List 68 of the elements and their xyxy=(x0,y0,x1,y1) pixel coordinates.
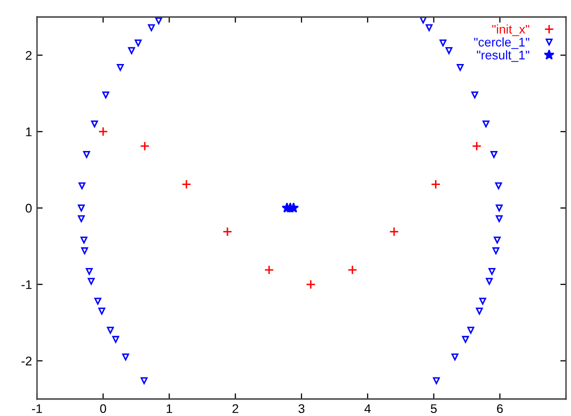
point xyxy=(482,120,490,128)
point xyxy=(440,40,446,46)
point xyxy=(94,298,102,305)
point xyxy=(432,377,440,384)
point xyxy=(494,236,501,244)
point xyxy=(222,226,232,237)
point xyxy=(98,308,106,315)
point xyxy=(430,179,441,190)
point xyxy=(81,247,88,254)
point xyxy=(451,354,458,360)
x-tick-label: 1 xyxy=(166,404,172,413)
point xyxy=(496,215,503,222)
point xyxy=(78,215,85,222)
legend-label: "init_x" xyxy=(492,24,530,36)
x-tick-label: 5 xyxy=(430,404,437,414)
point xyxy=(490,151,498,158)
point xyxy=(445,47,452,54)
point xyxy=(106,326,114,334)
point xyxy=(476,308,483,315)
point xyxy=(467,326,474,334)
x-tick-label: 2 xyxy=(232,404,238,413)
point xyxy=(80,236,88,244)
point xyxy=(140,141,150,151)
x-tick-label: -1 xyxy=(32,404,42,413)
point xyxy=(182,179,192,190)
point xyxy=(88,278,95,285)
point xyxy=(420,17,427,24)
x-tick-label: 4 xyxy=(364,404,371,413)
legend-label: "cercle_1" xyxy=(474,37,530,49)
point xyxy=(389,226,399,237)
point xyxy=(102,91,110,98)
point xyxy=(112,336,120,343)
point xyxy=(471,91,478,98)
point xyxy=(116,64,124,71)
point xyxy=(348,265,358,275)
x-tick-label: 0 xyxy=(100,404,106,414)
x-tick-label: 3 xyxy=(298,404,304,414)
point xyxy=(122,354,130,360)
point xyxy=(488,268,496,275)
point xyxy=(492,247,500,254)
point xyxy=(472,141,482,151)
point xyxy=(78,204,85,212)
point xyxy=(495,182,502,190)
y-tick-label: 2 xyxy=(26,51,32,60)
point xyxy=(134,40,142,46)
point xyxy=(91,120,98,128)
y-tick-label: -1 xyxy=(22,280,32,289)
point xyxy=(155,17,162,24)
legend-label: "result_1" xyxy=(476,50,530,62)
y-tick-label: 0 xyxy=(26,204,32,213)
point xyxy=(148,24,155,32)
point xyxy=(426,24,433,32)
point xyxy=(462,336,469,343)
point xyxy=(78,182,86,190)
y-tick-label: -2 xyxy=(22,356,32,366)
point xyxy=(140,377,148,384)
point xyxy=(264,265,274,275)
point xyxy=(98,126,108,136)
point xyxy=(83,151,90,158)
point xyxy=(128,47,136,54)
y-tick-label: 1 xyxy=(26,128,32,136)
point xyxy=(86,268,93,275)
point xyxy=(496,204,503,212)
point xyxy=(479,298,486,305)
point xyxy=(486,278,493,285)
x-tick-label: 6 xyxy=(497,404,503,414)
point xyxy=(456,64,464,71)
point xyxy=(306,280,316,290)
